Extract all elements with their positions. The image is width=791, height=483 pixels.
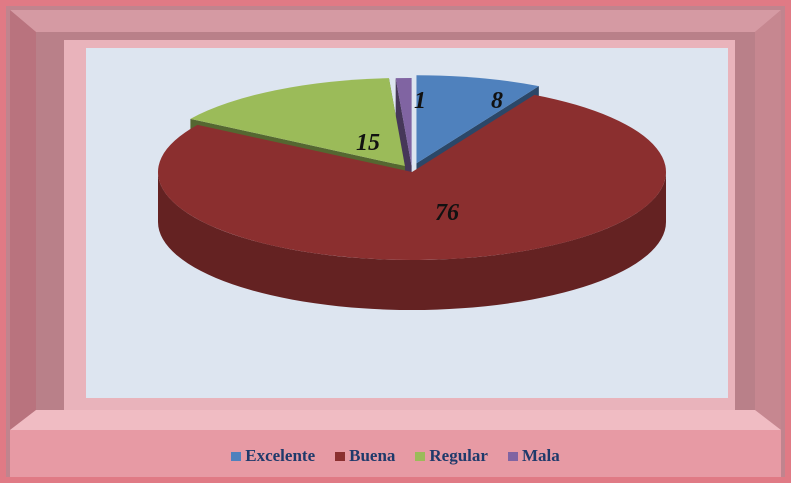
data-label-excelente: 8	[491, 88, 503, 114]
legend-label-regular: Regular	[429, 446, 488, 465]
legend-item-regular: Regular	[415, 446, 488, 466]
pie-slice-top-mala	[395, 78, 412, 167]
frame-legend-band	[10, 430, 781, 477]
legend-swatch-mala	[507, 451, 518, 461]
frame-tray	[10, 410, 781, 430]
frame-bevel-right	[755, 10, 781, 430]
legend-swatch-buena	[335, 451, 346, 461]
legend-item-excelente: Excelente	[231, 446, 315, 466]
pie-slice-top-excelente	[416, 75, 539, 164]
data-label-buena: 76	[435, 200, 459, 226]
legend-item-buena: Buena	[335, 446, 395, 466]
legend: Excelente Buena Regular Mala	[0, 444, 791, 468]
data-label-mala: 1	[414, 88, 426, 114]
legend-item-mala: Mala	[507, 446, 560, 466]
pie-slice-top-buena	[158, 94, 667, 260]
pie-data-labels: 8 76 15 1	[356, 88, 503, 226]
legend-swatch-regular	[415, 451, 426, 461]
pie-slice-top-regular	[190, 78, 405, 166]
legend-swatch-excelente	[231, 451, 242, 461]
pie-chart	[158, 75, 667, 310]
legend-label-buena: Buena	[349, 446, 396, 465]
legend-label-mala: Mala	[521, 446, 560, 465]
data-label-regular: 15	[356, 130, 380, 156]
pie-slice-buena	[158, 94, 667, 310]
frame-bevel-left	[10, 10, 36, 430]
pie-slice-side-buena	[158, 172, 666, 310]
legend-label-excelente: Excelente	[245, 446, 316, 465]
frame-bevel-highlight	[10, 10, 781, 32]
